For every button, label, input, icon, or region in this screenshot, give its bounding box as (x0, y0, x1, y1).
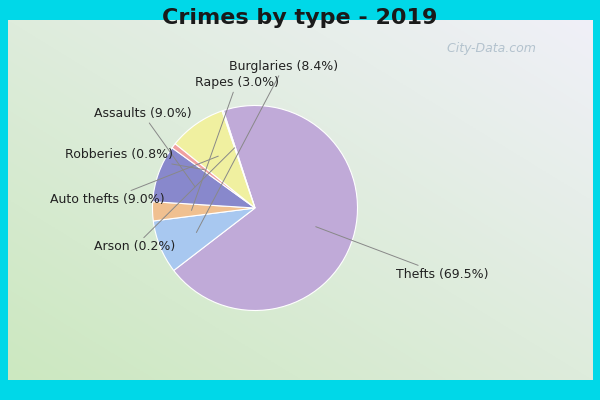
Text: Arson (0.2%): Arson (0.2%) (94, 148, 235, 254)
Wedge shape (222, 110, 255, 208)
Text: Thefts (69.5%): Thefts (69.5%) (316, 227, 489, 281)
Wedge shape (174, 106, 358, 310)
Text: Robberies (0.8%): Robberies (0.8%) (65, 148, 205, 170)
Wedge shape (172, 144, 255, 208)
Text: Assaults (9.0%): Assaults (9.0%) (94, 107, 195, 187)
Wedge shape (152, 148, 255, 208)
Text: Burglaries (8.4%): Burglaries (8.4%) (196, 60, 338, 232)
Wedge shape (175, 111, 255, 208)
Wedge shape (154, 208, 255, 270)
Text: Crimes by type - 2019: Crimes by type - 2019 (163, 8, 437, 28)
Wedge shape (152, 202, 255, 221)
Text: Auto thefts (9.0%): Auto thefts (9.0%) (50, 156, 218, 206)
Text: City-Data.com: City-Data.com (439, 42, 535, 55)
Text: Rapes (3.0%): Rapes (3.0%) (191, 76, 278, 210)
